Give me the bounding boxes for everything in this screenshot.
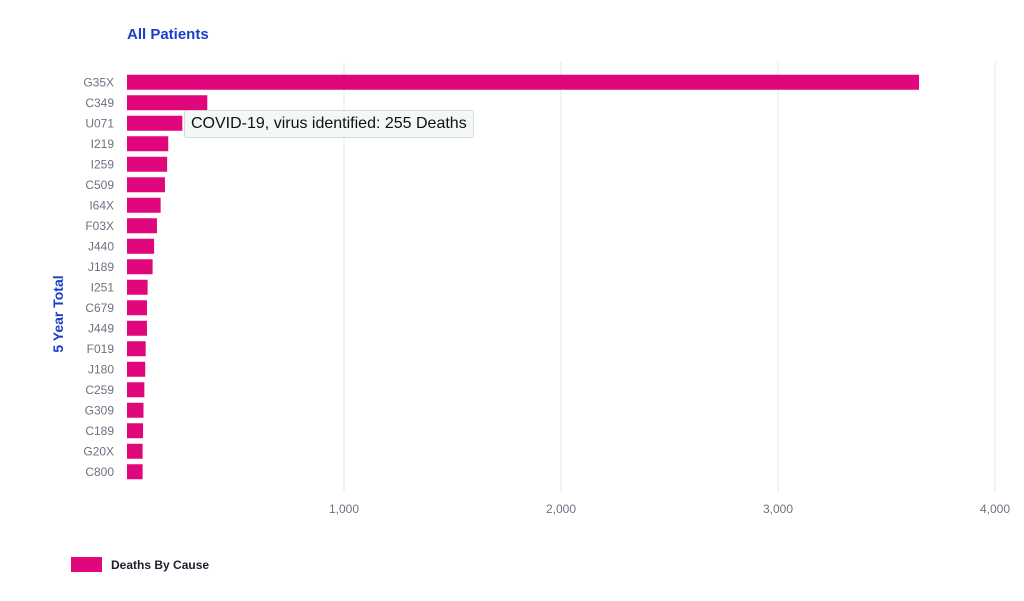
y-tick-label: F03X <box>85 219 114 233</box>
bar <box>127 320 147 336</box>
legend-swatch <box>71 557 102 572</box>
legend[interactable]: Deaths By Cause <box>71 557 209 572</box>
y-tick-label: G35X <box>83 75 114 89</box>
y-tick-label: F019 <box>87 342 115 356</box>
bar <box>127 279 148 295</box>
bar <box>127 218 157 234</box>
y-tick-label: G20X <box>83 444 114 458</box>
bar <box>127 382 145 398</box>
x-tick-label: 2,000 <box>546 502 576 516</box>
y-tick-label: G309 <box>85 403 115 417</box>
y-tick-label: C189 <box>85 424 114 438</box>
y-tick-label: J189 <box>88 260 114 274</box>
bar <box>127 74 920 90</box>
bar <box>127 464 143 480</box>
bar <box>127 238 155 254</box>
x-tick-label: 1,000 <box>329 502 359 516</box>
bar <box>127 341 146 357</box>
bar <box>127 259 153 275</box>
y-tick-label: I64X <box>89 198 114 212</box>
y-tick-label: C259 <box>85 383 114 397</box>
bar <box>127 361 146 377</box>
chart-title: All Patients <box>127 26 209 43</box>
bar <box>127 423 144 439</box>
y-tick-label: I219 <box>91 137 115 151</box>
y-tick-label: C509 <box>85 178 114 192</box>
y-tick-label: I251 <box>91 280 115 294</box>
bar <box>127 95 208 111</box>
y-tick-label: C800 <box>85 465 114 479</box>
bar <box>127 136 169 152</box>
y-tick-label: C349 <box>85 96 114 110</box>
bar <box>127 300 147 316</box>
bar <box>127 115 183 131</box>
bar <box>127 156 168 172</box>
y-tick-label: J180 <box>88 362 114 376</box>
y-tick-label: J440 <box>88 239 114 253</box>
bar <box>127 443 143 459</box>
y-tick-label: C679 <box>85 301 114 315</box>
x-tick-label: 4,000 <box>980 502 1010 516</box>
bar <box>127 402 144 418</box>
bar <box>127 177 165 193</box>
bar <box>127 197 161 213</box>
hover-tooltip: COVID-19, virus identified: 255 Deaths <box>184 110 474 138</box>
y-tick-label: I259 <box>91 157 115 171</box>
y-tick-label: J449 <box>88 321 114 335</box>
y-tick-label: U071 <box>85 116 114 130</box>
legend-label: Deaths By Cause <box>111 557 210 572</box>
x-tick-label: 3,000 <box>763 502 793 516</box>
